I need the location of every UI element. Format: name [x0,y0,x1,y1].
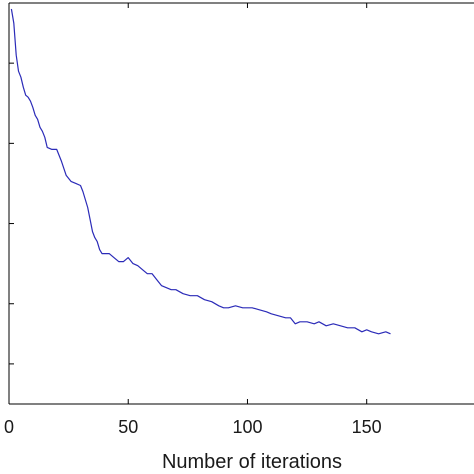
series-line [10,8,391,335]
series-layer [10,8,391,335]
x-tick-label: 0 [4,417,14,437]
x-tick-label: 50 [118,417,138,437]
x-tick-label: 150 [352,417,382,437]
x-tick-label: 100 [232,417,262,437]
plot-frame [8,2,474,405]
x-axis-ticks: 0 50 100 150 [4,3,382,437]
x-axis-title: Number of iterations [162,451,342,473]
y-axis-ticks [9,62,14,365]
